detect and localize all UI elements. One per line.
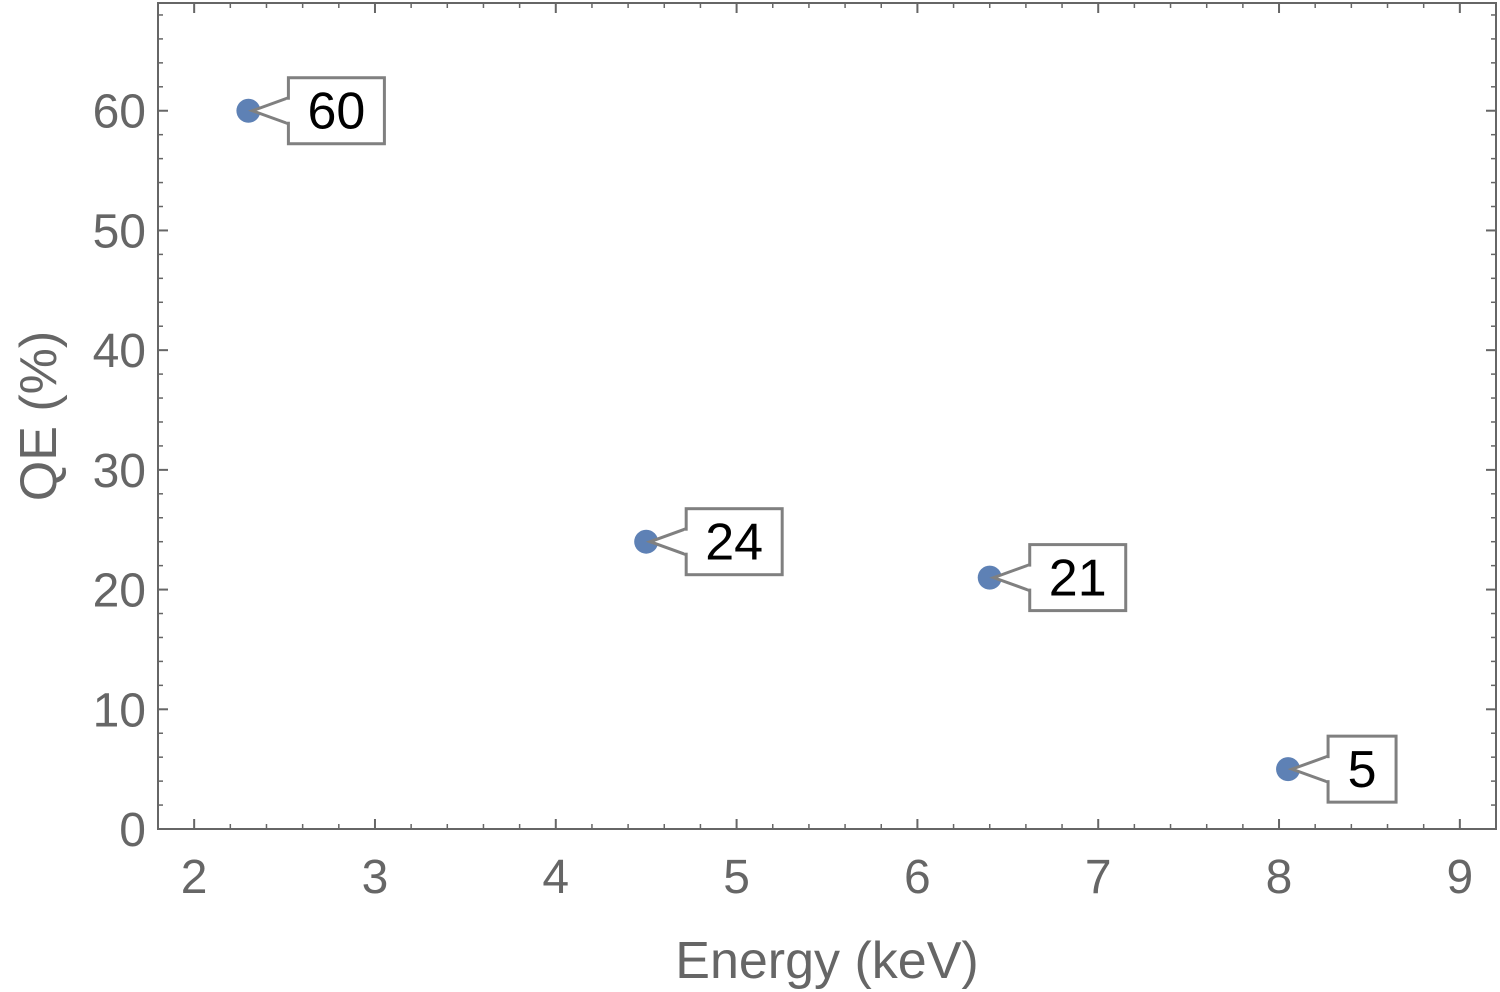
- callout-joint: [684, 530, 689, 553]
- data-label: 5: [1348, 741, 1377, 799]
- x-axis: 2 3 4 5 6 7 8 9: [157, 3, 1473, 904]
- callout-box: [286, 76, 386, 146]
- callout-joint: [286, 99, 291, 122]
- y-axis: 0 10 20 30 40 50 60: [93, 14, 1496, 857]
- x-tick-label: 4: [542, 851, 569, 904]
- x-tick-label: 9: [1446, 851, 1473, 904]
- x-tick-label: 3: [362, 851, 389, 904]
- plot-frame: [157, 2, 1497, 830]
- callout-pointer: [247, 95, 290, 126]
- y-tick-label: 10: [93, 684, 146, 737]
- callout-pointer: [989, 562, 1032, 593]
- callout-box: [1028, 543, 1128, 613]
- data-label: 60: [307, 83, 365, 141]
- callout-pointer: [1287, 754, 1330, 785]
- x-tick-label: 8: [1266, 851, 1293, 904]
- data-label: 24: [705, 514, 763, 572]
- y-tick-label: 0: [119, 804, 146, 857]
- data-points: [236, 98, 1301, 782]
- y-tick-label: 60: [93, 86, 146, 139]
- x-tick-label: 6: [904, 851, 931, 904]
- y-tick-label: 50: [93, 205, 146, 258]
- data-labels: 60 24 21 5: [247, 76, 1398, 804]
- x-tick-label: 2: [181, 851, 208, 904]
- x-axis-title: Energy (keV): [675, 932, 978, 990]
- y-tick-label: 30: [93, 445, 146, 498]
- data-label: 21: [1049, 550, 1107, 608]
- y-axis-title: QE (%): [10, 331, 68, 501]
- callout-joint: [1027, 566, 1032, 589]
- y-tick-label: 40: [93, 325, 146, 378]
- callout-joint: [1326, 758, 1331, 781]
- callout-pointer: [645, 526, 688, 557]
- x-tick-label: 5: [723, 851, 750, 904]
- x-tick-label: 7: [1085, 851, 1112, 904]
- y-tick-label: 20: [93, 565, 146, 618]
